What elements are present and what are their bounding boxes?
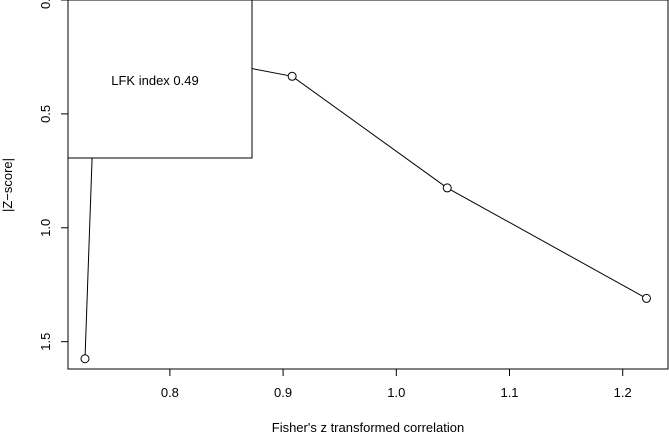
x-tick-label: 1.1	[500, 385, 518, 400]
data-point	[442, 183, 452, 193]
x-tick-label: 1.2	[614, 385, 632, 400]
x-axis-label: Fisher's z transformed correlation	[272, 420, 465, 435]
data-point	[287, 71, 297, 81]
y-axis-label: |Z−score|	[0, 158, 15, 212]
x-tick-label: 1.0	[387, 385, 405, 400]
legend-text: LFK index 0.49	[111, 73, 198, 88]
data-point	[641, 293, 651, 303]
y-tick-label: 0.0	[38, 0, 53, 9]
plot-frame	[67, 0, 669, 370]
y-tick-label: 1.5	[38, 333, 53, 351]
y-axis: 0.0 0.5 1.0 1.5	[38, 0, 68, 351]
y-tick-label: 0.5	[38, 105, 53, 123]
x-tick-label: 0.8	[161, 385, 179, 400]
data-point	[80, 354, 90, 364]
y-tick-label: 1.0	[38, 219, 53, 237]
legend-box: LFK index 0.49	[67, 0, 253, 159]
legend-frame	[67, 0, 253, 159]
x-tick-label: 0.9	[274, 385, 292, 400]
x-axis: 0.8 0.9 1.0 1.1 1.2	[161, 369, 632, 400]
